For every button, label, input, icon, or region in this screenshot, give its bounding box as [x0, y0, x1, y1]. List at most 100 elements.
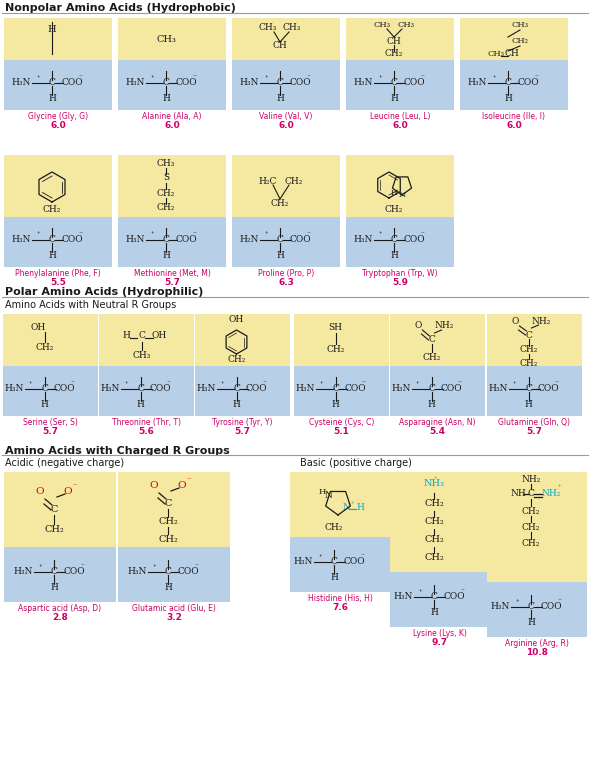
Bar [4, 18, 112, 60]
Text: Tryptophan (Trp, W): Tryptophan (Trp, W) [362, 269, 438, 278]
Text: ⁻: ⁻ [362, 380, 365, 389]
Text: ⁻: ⁻ [78, 75, 82, 82]
Text: ⁺: ⁺ [150, 232, 154, 239]
Text: H: H [504, 94, 512, 103]
Text: CH₂: CH₂ [385, 205, 403, 213]
Text: H: H [48, 25, 56, 34]
Text: 5.5: 5.5 [50, 278, 66, 287]
Text: C: C [41, 384, 48, 393]
Text: ⁺: ⁺ [434, 476, 438, 484]
Text: CH₂: CH₂ [385, 49, 403, 59]
Bar [390, 572, 490, 627]
Text: O: O [512, 317, 519, 326]
Text: C: C [330, 557, 337, 566]
Text: C: C [391, 235, 398, 244]
Text: CH₂: CH₂ [424, 535, 444, 544]
Text: H₃N: H₃N [14, 567, 33, 576]
Text: COO: COO [289, 235, 311, 244]
Text: ⁻: ⁻ [80, 564, 84, 572]
Text: 6.0: 6.0 [392, 121, 408, 130]
Text: COO: COO [343, 557, 365, 566]
Text: ⁻: ⁻ [420, 232, 424, 239]
Text: COO: COO [61, 78, 83, 87]
Text: CH: CH [386, 36, 401, 45]
Text: 5.7: 5.7 [42, 427, 58, 436]
Text: 7.6: 7.6 [332, 603, 348, 612]
Text: ⁺: ⁺ [515, 599, 519, 607]
Text: H₃N: H₃N [126, 235, 145, 244]
Text: Valine (Val, V): Valine (Val, V) [260, 112, 313, 121]
Text: C: C [525, 330, 532, 340]
Text: CH: CH [273, 42, 287, 51]
Bar [118, 60, 226, 110]
Text: O: O [64, 487, 73, 497]
Bar [99, 366, 194, 416]
Text: COO: COO [540, 602, 562, 611]
Bar [294, 366, 389, 416]
Text: H: H [164, 583, 172, 592]
Bar [4, 155, 112, 217]
Text: 6.0: 6.0 [164, 121, 180, 130]
Text: H: H [428, 400, 435, 409]
Text: H₃N: H₃N [491, 602, 510, 611]
Text: H: H [123, 332, 130, 340]
Text: C: C [164, 500, 172, 508]
Text: C: C [428, 336, 435, 344]
Text: CH₂: CH₂ [519, 359, 537, 367]
Text: 10.8: 10.8 [526, 648, 548, 657]
Text: C: C [138, 332, 145, 340]
Text: C: C [527, 488, 535, 497]
Text: ⁻: ⁻ [420, 75, 424, 82]
Text: COO: COO [403, 235, 425, 244]
Text: ⁺: ⁺ [221, 380, 224, 389]
Text: H: H [391, 189, 397, 197]
Bar [118, 155, 226, 217]
Text: 5.9: 5.9 [392, 278, 408, 287]
Text: H₂N: H₂N [240, 235, 259, 244]
Text: Nonpolar Amino Acids (Hydrophobic): Nonpolar Amino Acids (Hydrophobic) [5, 3, 236, 13]
Text: ⁺: ⁺ [29, 380, 32, 389]
Bar [118, 472, 230, 547]
Text: ⁻: ⁻ [457, 380, 461, 389]
Text: ⁻: ⁻ [360, 554, 364, 562]
Text: CH₃: CH₃ [132, 351, 150, 360]
Text: H₃N: H₃N [488, 384, 507, 393]
Text: N: N [324, 491, 332, 500]
Text: ⁻: ⁻ [534, 75, 538, 82]
Text: 6.0: 6.0 [506, 121, 522, 130]
Text: C: C [163, 235, 169, 244]
Text: ⁺: ⁺ [36, 75, 40, 82]
Text: Threonine (Thr, T): Threonine (Thr, T) [112, 418, 181, 427]
Text: CH₃: CH₃ [283, 24, 301, 32]
Text: ⁻: ⁻ [306, 232, 310, 239]
Text: ⁺: ⁺ [416, 380, 419, 389]
Text: CH₂: CH₂ [522, 523, 540, 531]
Bar [4, 60, 112, 110]
Text: H: H [276, 94, 284, 103]
Text: Alanine (Ala, A): Alanine (Ala, A) [142, 112, 202, 121]
Text: NH₂: NH₂ [532, 317, 551, 326]
Text: COO: COO [537, 384, 559, 393]
Text: C: C [137, 384, 144, 393]
Text: CH₂: CH₂ [522, 507, 540, 515]
Text: ⁺: ⁺ [318, 554, 322, 562]
Text: CH₂: CH₂ [424, 500, 444, 508]
Bar [487, 314, 582, 366]
Text: ⁻: ⁻ [73, 483, 77, 491]
Text: ⁺: ⁺ [378, 232, 382, 239]
Text: CH₃: CH₃ [156, 35, 176, 43]
Text: COO: COO [245, 384, 267, 393]
Text: CH₂: CH₂ [424, 554, 444, 563]
Text: COO: COO [177, 567, 199, 576]
Bar [99, 314, 194, 366]
Text: C: C [50, 505, 58, 514]
Text: H₃N: H₃N [127, 567, 147, 576]
Text: ⁺: ⁺ [557, 484, 561, 492]
Text: Phenylalanine (Phe, F): Phenylalanine (Phe, F) [15, 269, 101, 278]
Text: H₃N: H₃N [240, 78, 259, 87]
Text: Histidine (His, H): Histidine (His, H) [307, 594, 372, 603]
Text: ⁺: ⁺ [150, 75, 154, 82]
Text: Basic (positive charge): Basic (positive charge) [300, 458, 412, 468]
Text: CH₃: CH₃ [512, 21, 529, 29]
Bar [118, 547, 230, 602]
